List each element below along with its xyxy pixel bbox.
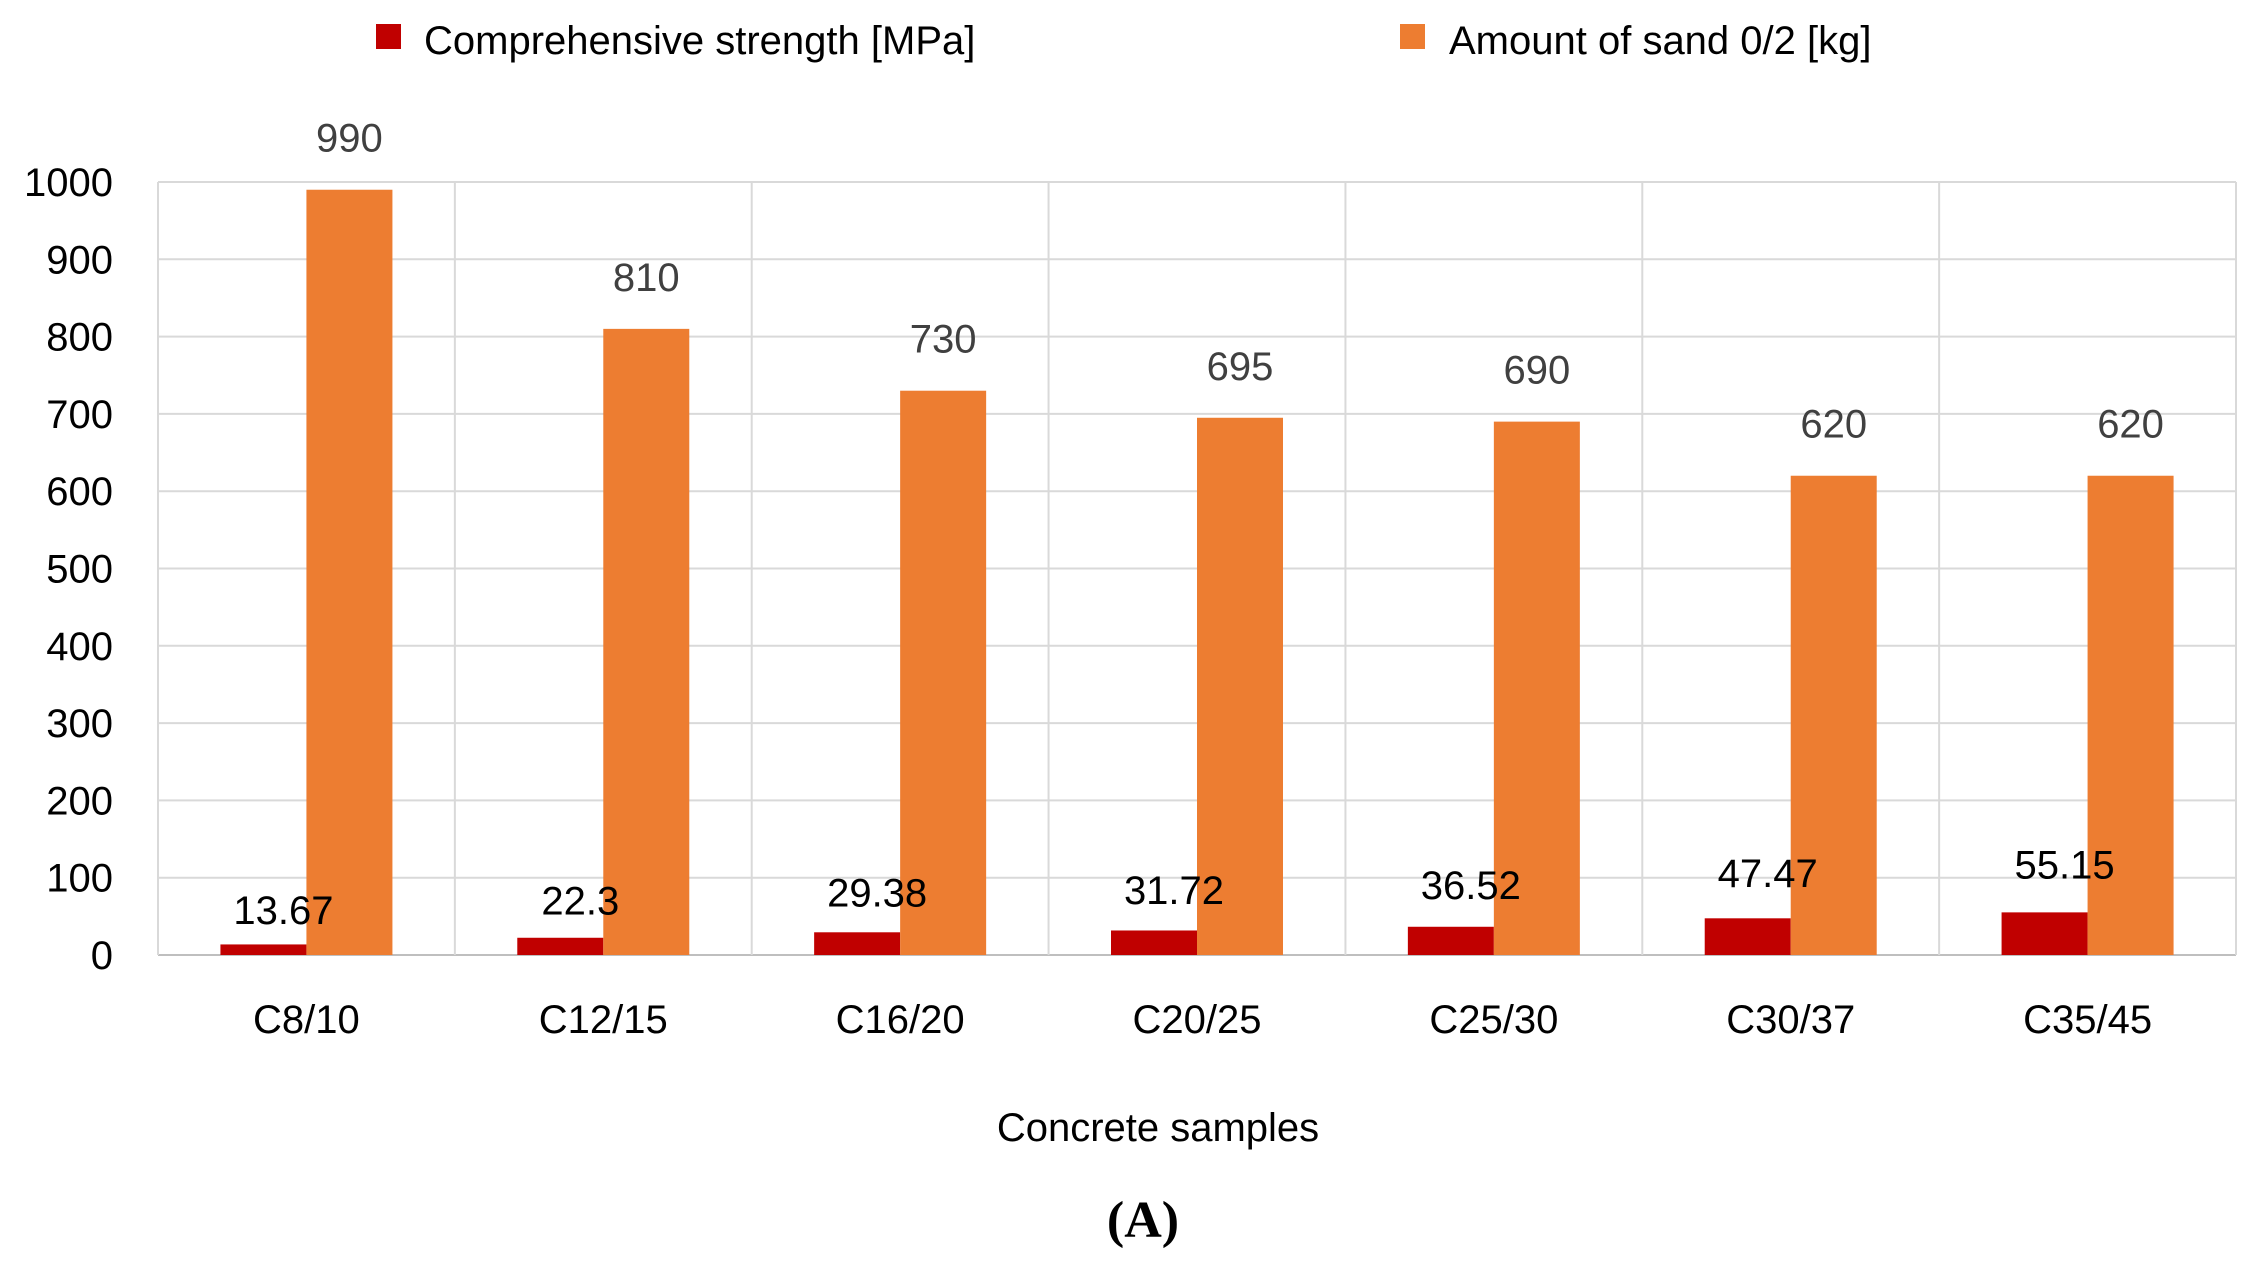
legend-label-strength: Comprehensive strength [MPa]	[424, 19, 975, 63]
x-tick-label: C35/45	[2023, 998, 2152, 1042]
data-label-sand: 695	[1207, 345, 1274, 389]
y-tick-label: 900	[46, 238, 113, 282]
x-axis-title: Concrete samples	[997, 1106, 1319, 1150]
bar-sand	[1493, 421, 1580, 955]
bar-sand	[2087, 475, 2174, 955]
legend-swatch-sand	[1400, 24, 1425, 49]
y-tick-label: 1000	[24, 161, 113, 205]
x-tick-label: C25/30	[1429, 998, 1558, 1042]
x-tick-label: C8/10	[253, 998, 360, 1042]
legend: Comprehensive strength [MPa] Amount of s…	[376, 19, 1871, 63]
x-tick-label: C16/20	[836, 998, 965, 1042]
bar-strength	[814, 932, 901, 955]
data-label-sand: 620	[1800, 403, 1867, 447]
bar-sand	[1197, 417, 1283, 955]
bar-strength	[517, 937, 604, 955]
legend-item-strength: Comprehensive strength [MPa]	[376, 19, 975, 63]
data-label-sand: 990	[316, 117, 383, 161]
bar-strength	[1407, 926, 1494, 955]
data-label-sand: 690	[1503, 349, 1570, 393]
y-tick-label: 400	[46, 625, 113, 669]
bar-sand	[306, 189, 393, 956]
legend-item-sand: Amount of sand 0/2 [kg]	[1400, 19, 1871, 63]
data-label-strength: 31.72	[1124, 869, 1224, 913]
y-tick-label: 0	[91, 934, 113, 978]
y-axis-tick-labels: 0 100 200 300 400 500 600 700 800 900 1000	[24, 161, 113, 978]
data-labels: 13.67 990 22.3 810 29.38 730 31.72 695 36.52 690 4…	[233, 117, 2164, 933]
data-label-sand: 810	[613, 256, 680, 300]
legend-label-sand: Amount of sand 0/2 [kg]	[1449, 19, 1871, 63]
bar-strength	[220, 944, 307, 955]
bar-strength	[1111, 930, 1197, 955]
y-tick-label: 700	[46, 393, 113, 437]
bar-strength	[2001, 912, 2088, 955]
x-tick-label: C20/25	[1133, 998, 1262, 1042]
y-tick-label: 100	[46, 857, 113, 901]
data-label-strength: 22.3	[541, 879, 619, 923]
y-tick-label: 300	[46, 702, 113, 746]
x-tick-label: C30/37	[1726, 998, 1855, 1042]
data-label-strength: 13.67	[233, 889, 333, 933]
data-label-strength: 29.38	[827, 872, 927, 916]
x-axis-tick-labels: C8/10 C12/15 C16/20 C20/25 C25/30 C30/37 C35/4…	[253, 998, 2152, 1042]
panel-label: (A)	[1107, 1192, 1179, 1249]
data-label-strength: 55.15	[2015, 843, 2115, 887]
y-tick-label: 800	[46, 316, 113, 360]
data-label-strength: 47.47	[1718, 852, 1818, 896]
bars	[220, 189, 2174, 956]
bar-sand	[603, 328, 690, 955]
y-tick-label: 500	[46, 548, 113, 592]
y-tick-label: 200	[46, 779, 113, 823]
data-label-sand: 730	[910, 318, 977, 362]
bar-strength	[1704, 918, 1791, 955]
data-label-sand: 620	[2097, 403, 2164, 447]
data-label-strength: 36.52	[1421, 864, 1521, 908]
legend-swatch-strength	[376, 24, 401, 49]
x-tick-label: C12/15	[539, 998, 668, 1042]
y-tick-label: 600	[46, 470, 113, 514]
bar-sand	[900, 390, 987, 956]
bar-sand	[1790, 475, 1877, 955]
